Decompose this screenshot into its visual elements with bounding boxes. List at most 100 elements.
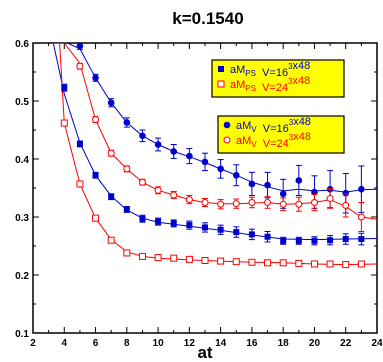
- data-point-series-1: [233, 229, 240, 236]
- data-point-series-3: [358, 185, 365, 193]
- x-axis-label: at: [197, 343, 212, 362]
- legend-label: aMV V=163x48: [236, 116, 311, 135]
- data-point-series-4: [232, 200, 240, 208]
- y-tick-label: 0.1: [15, 329, 29, 340]
- data-point-series-1: [248, 231, 255, 238]
- data-point-series-4: [279, 200, 287, 208]
- legend-label-part: PS: [245, 84, 256, 93]
- data-point-series-1: [76, 140, 83, 147]
- legend-label-part: aM: [230, 79, 245, 91]
- data-point-series-1: [217, 226, 224, 233]
- x-tick-label: 14: [215, 338, 227, 349]
- data-point-series-2: [138, 252, 146, 260]
- data-point-series-2: [123, 249, 131, 257]
- data-point-series-3: [342, 189, 350, 197]
- plot-area: 2 4 6 8 10 12 14 16 18 20 22 240.10.20.30.40.50.6aM…: [15, 23, 383, 349]
- legend-label-part: V=16: [257, 123, 289, 135]
- data-point-series-2: [357, 260, 365, 268]
- data-point-series-4: [76, 62, 84, 70]
- legend-label-part: 3: [288, 77, 293, 86]
- data-point-series-2: [295, 259, 303, 267]
- legend-marker: [217, 80, 225, 88]
- legend-label-part: V=24: [257, 138, 289, 150]
- chart-title: k=0.1540: [172, 9, 243, 28]
- legend-background: [217, 115, 345, 154]
- data-point-series-2: [232, 258, 240, 266]
- data-point-series-1: [155, 218, 162, 225]
- data-point-series-4: [201, 199, 209, 206]
- x-tick-label: 16: [246, 338, 258, 349]
- legend-label-part: x48: [293, 131, 311, 143]
- data-point-series-3: [154, 141, 162, 148]
- data-point-series-4: [342, 201, 350, 209]
- data-point-series-3: [123, 119, 131, 126]
- y-tick-label: 0.2: [15, 271, 29, 282]
- data-point-series-2: [279, 259, 287, 267]
- x-tick-label: 10: [153, 338, 165, 349]
- legend-marker: [218, 66, 224, 72]
- data-point-series-4: [357, 213, 365, 221]
- data-point-series-3: [170, 148, 178, 155]
- y-tick-label: 0.4: [15, 155, 29, 166]
- legend-label-part: aM: [236, 135, 251, 147]
- legend-label-part: V=24: [256, 82, 288, 94]
- x-tick-label: 12: [184, 338, 196, 349]
- data-point-series-1: [358, 236, 365, 243]
- legend-marker: [223, 136, 231, 144]
- data-layer: [51, 23, 377, 269]
- data-point-series-1: [202, 224, 208, 231]
- data-point-series-3: [279, 190, 287, 198]
- data-point-series-4: [170, 191, 178, 199]
- data-point-series-1: [123, 206, 130, 213]
- data-point-series-1: [295, 237, 302, 244]
- legend-background: [211, 59, 345, 98]
- legend-label-part: aM: [230, 64, 245, 76]
- data-point-series-4: [217, 200, 225, 208]
- data-point-series-4: [107, 149, 115, 157]
- data-point-series-2: [92, 214, 100, 222]
- y-tick-label: 0.5: [15, 97, 29, 108]
- legend-label-part: x48: [293, 75, 311, 87]
- legend-label-part: aM: [236, 120, 251, 132]
- data-point-series-4: [123, 165, 131, 173]
- data-point-series-1: [280, 237, 287, 244]
- legend-label-part: x48: [293, 116, 311, 128]
- legend-label-part: 3: [289, 118, 294, 127]
- x-tick-label: 4: [61, 338, 67, 349]
- fit-line-4: [51, 43, 377, 220]
- data-point-series-4: [61, 23, 67, 29]
- data-point-series-3: [248, 180, 256, 188]
- data-point-series-1: [311, 237, 318, 244]
- data-point-series-2: [60, 119, 68, 127]
- data-point-series-3: [311, 188, 318, 196]
- data-point-series-3: [92, 74, 99, 82]
- data-point-series-2: [107, 236, 115, 244]
- data-point-series-4: [264, 199, 272, 206]
- x-tick-label: 18: [278, 338, 290, 349]
- data-point-series-2: [248, 258, 256, 266]
- x-tick-label: 22: [340, 338, 352, 349]
- y-tick-label: 0.6: [15, 39, 29, 50]
- data-point-series-2: [201, 257, 209, 264]
- legend-label: aMV V=243x48: [236, 131, 311, 150]
- data-point-series-3: [201, 158, 209, 166]
- legend-marker: [223, 121, 231, 129]
- data-point-series-1: [108, 193, 115, 200]
- data-point-series-2: [185, 255, 193, 263]
- data-point-series-1: [264, 233, 271, 240]
- data-point-series-3: [295, 177, 303, 184]
- data-point-series-3: [139, 132, 146, 140]
- data-point-series-2: [217, 257, 225, 265]
- data-point-series-3: [76, 43, 84, 50]
- legend-label-part: x48: [293, 60, 311, 72]
- data-point-series-2: [326, 260, 334, 268]
- data-point-series-1: [92, 172, 99, 179]
- data-point-series-2: [154, 254, 162, 262]
- legend-label-part: V=16: [256, 67, 288, 79]
- data-point-series-1: [61, 84, 68, 91]
- data-point-series-4: [138, 178, 146, 186]
- data-point-series-2: [170, 254, 178, 262]
- data-point-series-4: [326, 194, 334, 202]
